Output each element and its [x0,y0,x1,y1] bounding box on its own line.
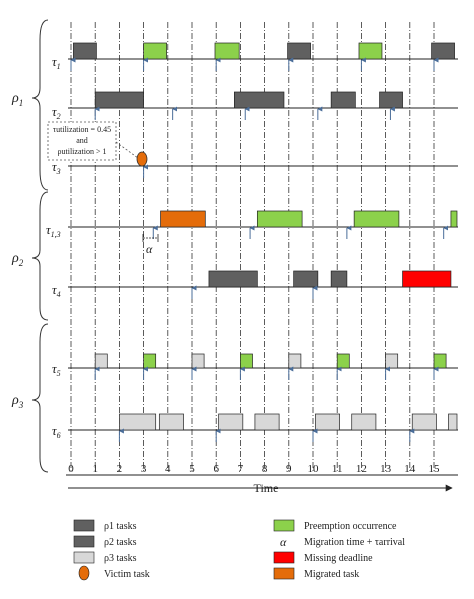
tick-label-13: 13 [380,463,392,475]
task-block-tau5-21 [240,353,253,369]
task-block-tau1-4 [358,42,383,60]
legend-text-preemption: Preemption occurrence [304,521,397,532]
group-label-rho1: ρ1 [11,91,23,108]
migration-alpha-marker: α [142,234,159,256]
tick-label-2: 2 [117,463,123,475]
legend-swatch-p2 [73,535,95,548]
row-label-tau6: τ6 [52,423,61,440]
legend-text-missing: Missing deadline [304,553,373,564]
row-label-tau5: τ5 [52,361,61,378]
tick-label-4: 4 [165,463,171,475]
tick-label-6: 6 [213,463,219,475]
annotation-line2: and [76,136,88,145]
legend-swatch-missing [273,551,295,564]
annotation-line3: ρutilization > 1 [58,147,107,156]
legend-swatch-p1 [73,519,95,532]
task-block-tau5-22 [288,353,302,369]
task-block-tau13-10 [160,210,206,228]
legend-text-migrated: Migrated task [304,569,359,580]
group-brace-rho2: ρ2 [11,191,49,321]
tick-label-15: 15 [429,463,441,475]
task-block-tau4-16 [330,270,348,288]
tick-label-12: 12 [356,463,367,475]
group-label-rho2: ρ2 [11,251,24,268]
task-block-tau13-13 [450,210,458,228]
utilization-annotation: τutilization = 0.45 and ρutilization > 1 [47,121,139,161]
row-label-tau13: τ1,3 [46,222,61,239]
task-block-tau13-12 [353,210,400,228]
task-block-tau1-0 [73,42,97,60]
task-block-tau6-27 [158,413,184,431]
legend-swatch-migrated [273,567,295,580]
task-block-tau4-17 [402,270,452,288]
task-block-tau6-31 [351,413,377,431]
legend-text-victim: Victim task [104,569,150,580]
task-block-tau2-7 [234,91,285,109]
time-tick-labels: 0 1 2 3 4 5 6 7 8 9 10 11 12 13 14 15 [68,463,440,475]
legend-text-p3: ρ3 tasks [104,553,137,564]
victim-task-marker [136,151,148,167]
row-label-tau4: τ4 [52,282,61,299]
task-block-tau1-1 [143,42,167,60]
task-block-tau6-26 [119,413,157,431]
tick-label-1: 1 [92,463,98,475]
task-block-tau1-5 [431,42,455,60]
task-block-tau6-29 [254,413,280,431]
task-block-tau2-8 [330,91,356,109]
group-brace-rho3: ρ3 [11,323,49,473]
tick-label-9: 9 [286,463,292,475]
task-block-tau6-33 [448,413,458,431]
task-block-tau5-18 [94,353,108,369]
time-gridlines [70,22,435,472]
task-block-tau6-32 [411,413,437,431]
legend-text-migration: Migration time + τarrival [304,537,405,548]
task-block-tau5-20 [191,353,205,369]
row-label-tau2: τ2 [52,104,61,121]
legend-text-p2: ρ2 tasks [104,537,137,548]
tick-label-14: 14 [404,463,416,475]
time-axis-label: Time [254,481,279,495]
legend-swatch-preemption [273,519,295,532]
tick-label-10: 10 [308,463,320,475]
task-block-tau4-15 [293,270,319,288]
task-block-tau1-2 [214,42,240,60]
task-block-tau5-23 [336,353,350,369]
legend-swatch-p3 [73,551,95,564]
row-label-tau1: τ1 [52,54,61,71]
tick-label-5: 5 [189,463,195,475]
task-block-tau13-11 [256,210,303,228]
legend-text-p1: ρ1 tasks [104,521,137,532]
task-block-tau6-30 [315,413,340,431]
alpha-label: α [146,242,153,256]
tick-label-11: 11 [332,463,343,475]
row-label-tau3: τ3 [52,159,61,176]
task-blocks [73,42,458,431]
tick-label-8: 8 [262,463,268,475]
task-block-tau5-19 [143,353,157,369]
tick-label-7: 7 [238,463,244,475]
legend-swatch-alpha: α [280,535,287,549]
legend: ρ1 tasks ρ2 tasks ρ3 tasks Victim task P… [73,519,405,581]
tick-label-0: 0 [68,463,74,475]
tick-label-3: 3 [141,463,147,475]
task-block-tau5-24 [385,353,399,369]
group-label-rho3: ρ3 [11,393,24,410]
arrival-arrows [70,57,449,442]
legend-swatch-victim [78,565,90,581]
task-block-tau5-25 [433,353,447,369]
task-block-tau2-6 [94,91,144,109]
task-block-tau1-3 [287,42,311,60]
task-block-tau4-14 [208,270,258,288]
task-block-tau6-28 [218,413,244,431]
task-block-tau2-9 [379,91,403,109]
group-brace-rho1: ρ1 [11,19,49,191]
annotation-line1: τutilization = 0.45 [53,125,111,134]
